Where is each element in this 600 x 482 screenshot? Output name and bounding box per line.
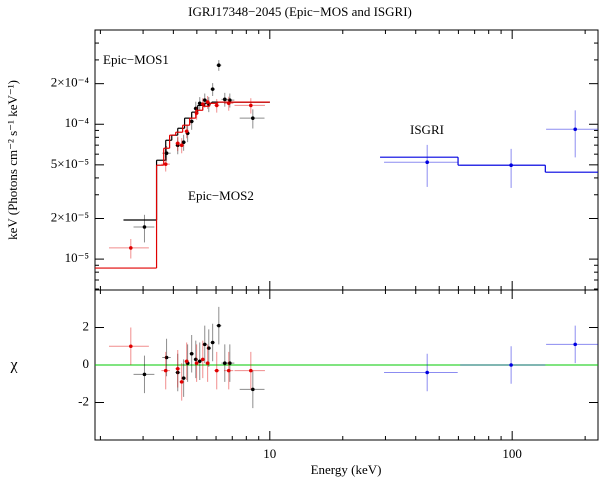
data-point [222, 361, 227, 365]
data-point [217, 323, 221, 328]
data-point [142, 225, 147, 229]
data-point [179, 380, 184, 384]
data-point [226, 368, 231, 373]
series-label: Epic−MOS2 [188, 188, 254, 203]
data-point [202, 342, 207, 347]
data-point [228, 98, 232, 102]
data-point [129, 246, 133, 250]
data-point [193, 106, 198, 111]
data-point [175, 370, 180, 375]
data-point [573, 127, 578, 132]
data-point [189, 119, 194, 124]
x-axis-label: Energy (keV) [311, 462, 382, 477]
data-point [181, 140, 186, 145]
data-point [214, 103, 219, 108]
data-point [249, 368, 253, 373]
series-label: Epic−MOS1 [103, 52, 169, 67]
data-point [194, 361, 199, 365]
data-point [197, 101, 202, 106]
y-tick-label: 2×10⁻⁴ [51, 75, 90, 90]
data-point [184, 359, 189, 364]
data-point [193, 357, 198, 362]
chart-title: IGRJ17348−2045 (Epic−MOS and ISGRI) [188, 4, 412, 19]
data-point [202, 98, 207, 102]
y-axis-label: keV (Photons cm⁻² s⁻¹ keV⁻¹) [5, 80, 20, 240]
data-point [509, 363, 513, 367]
data-point [181, 376, 186, 380]
data-point [206, 346, 211, 350]
data-point [164, 151, 169, 156]
data-point [197, 359, 202, 364]
data-point [179, 143, 184, 148]
y-tick-label: 5×10⁻⁵ [51, 156, 89, 171]
y-tick-label: 2 [83, 318, 90, 333]
data-point [175, 366, 180, 371]
data-point [210, 340, 215, 345]
data-point [425, 370, 429, 375]
data-point [163, 368, 168, 373]
data-point [205, 100, 210, 104]
y-tick-label: 0 [83, 356, 90, 371]
data-point [205, 361, 210, 365]
y-tick-label: -2 [78, 393, 89, 408]
data-point [214, 368, 219, 373]
data-point [164, 355, 169, 360]
y-tick-label: 10⁻⁴ [65, 115, 90, 130]
data-point [425, 160, 429, 165]
data-point [509, 163, 513, 167]
data-point [129, 344, 133, 349]
plot-frame [94, 29, 599, 291]
x-tick-label: 10 [263, 446, 276, 461]
data-point [175, 141, 180, 146]
data-point [251, 116, 255, 120]
data-point [189, 351, 194, 356]
data-point [217, 63, 221, 68]
data-point [573, 342, 578, 347]
data-point [226, 101, 231, 106]
x-tick-label: 100 [502, 446, 522, 461]
y-tick-label: 10⁻⁵ [65, 250, 89, 265]
data-point [228, 361, 232, 365]
data-point [163, 162, 168, 166]
data-point [251, 387, 255, 392]
y-tick-label: 2×10⁻⁵ [51, 209, 89, 224]
series-label: ISGRI [410, 122, 444, 137]
data-point [200, 357, 205, 362]
data-point [194, 111, 199, 115]
data-point [222, 97, 227, 102]
data-point [200, 102, 205, 106]
data-point [210, 87, 215, 91]
data-point [249, 103, 253, 108]
data-point [184, 129, 189, 134]
data-point [142, 372, 147, 377]
y-axis-label: χ [9, 357, 18, 374]
